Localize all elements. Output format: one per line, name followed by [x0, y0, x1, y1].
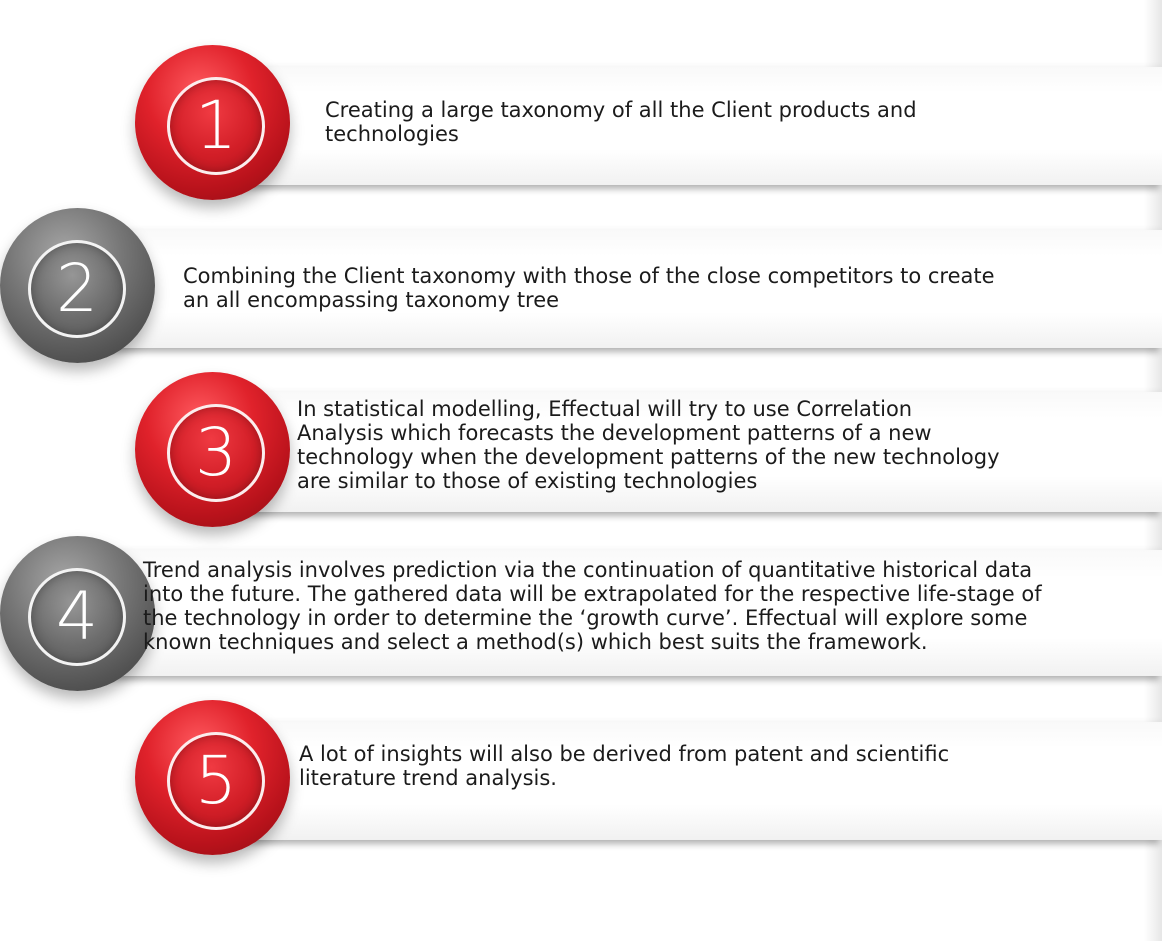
step-text-line: Trend analysis involves prediction via t… [143, 558, 1033, 582]
step-text-line: literature trend analysis. [299, 766, 557, 790]
step-number: 1 [167, 77, 265, 175]
step-text: Trend analysis involves prediction via t… [143, 558, 1042, 654]
step-number-disc: 5 [135, 700, 290, 855]
step-text: Combining the Client taxonomy with those… [183, 264, 995, 312]
step-text-line: Combining the Client taxonomy with those… [183, 264, 995, 288]
step-text: Creating a large taxonomy of all the Cli… [325, 98, 917, 146]
step-bar [185, 392, 1162, 512]
step-text-line: technologies [325, 122, 459, 146]
step-4: 4 Trend analysis involves prediction via… [0, 536, 1162, 696]
step-text-line: Creating a large taxonomy of all the Cli… [325, 98, 917, 122]
step-text-line: Analysis which forecasts the development… [297, 421, 932, 445]
step-text-line: an all encompassing taxonomy tree [183, 288, 560, 312]
step-text-line: A lot of insights will also be derived f… [299, 742, 950, 766]
step-number-disc: 4 [0, 536, 155, 691]
step-text-line: into the future. The gathered data will … [143, 582, 1042, 606]
step-text: In statistical modelling, Effectual will… [297, 397, 1000, 493]
step-3: 3 In statistical modelling, Effectual wi… [0, 372, 1162, 532]
step-number: 2 [28, 240, 126, 338]
step-number-disc: 2 [0, 208, 155, 363]
step-text-line: the technology in order to determine the… [143, 606, 1028, 630]
step-bar [185, 722, 1162, 840]
step-number: 5 [167, 732, 265, 830]
step-bar [185, 67, 1162, 185]
step-text-line: known techniques and select a method(s) … [143, 630, 928, 654]
step-2: 2 Combining the Client taxonomy with tho… [0, 208, 1162, 368]
step-number-disc: 1 [135, 45, 290, 200]
step-bar [55, 230, 1162, 348]
step-bar [55, 550, 1162, 676]
step-text: A lot of insights will also be derived f… [299, 742, 949, 790]
step-text-line: technology when the development patterns… [297, 445, 1000, 469]
step-text-line: are similar to those of existing technol… [297, 469, 758, 493]
step-number-disc: 3 [135, 372, 290, 527]
step-number: 4 [28, 568, 126, 666]
step-5: 5 A lot of insights will also be derived… [0, 700, 1162, 860]
step-1: 1 Creating a large taxonomy of all the C… [0, 45, 1162, 205]
step-text-line: In statistical modelling, Effectual will… [297, 397, 913, 421]
step-number: 3 [167, 404, 265, 502]
